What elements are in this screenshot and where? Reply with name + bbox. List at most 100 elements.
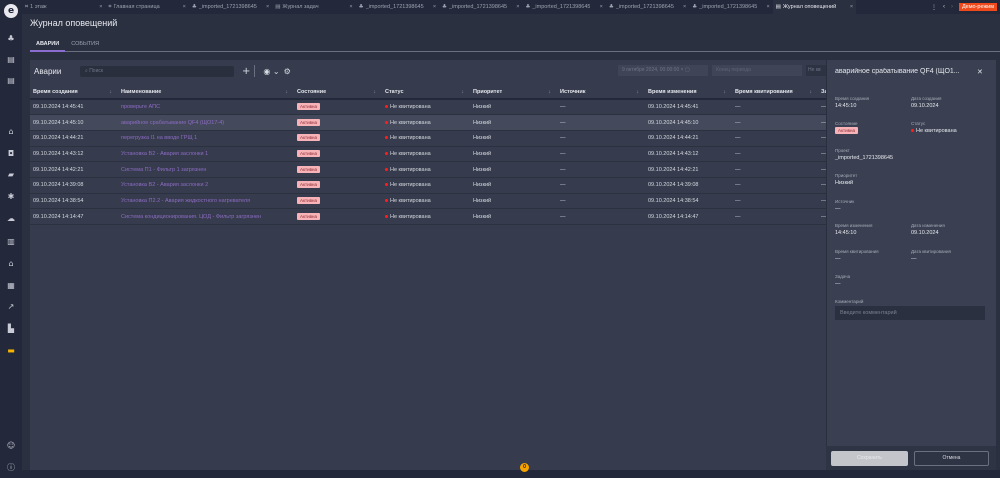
sort-icon[interactable]: ↓ <box>636 88 639 95</box>
close-tab-icon[interactable]: × <box>266 4 270 10</box>
date-to-input[interactable]: Конец периода <box>712 65 802 76</box>
notification-count-badge[interactable]: 0 <box>520 463 529 472</box>
table-cell: — <box>557 114 645 131</box>
label: Проект <box>835 148 850 153</box>
column-label: Наименование <box>121 88 162 95</box>
column-header[interactable]: Источник ↓ <box>557 85 645 100</box>
column-header[interactable]: Статус ↓ <box>382 85 470 100</box>
column-header[interactable]: Наименование ↓ <box>118 85 294 100</box>
tab-alarms[interactable]: АВАРИИ <box>30 40 66 52</box>
table-cell: — <box>732 130 818 147</box>
table-row[interactable]: 09.10.2024 14:39:08 Установка В2 - Авария… <box>30 177 826 194</box>
close-tab-icon[interactable]: × <box>432 4 437 10</box>
column-header[interactable]: Время изменения ↓ <box>645 85 732 100</box>
column-label: Приоритет <box>473 88 503 95</box>
status-text: Не квитирована <box>390 150 431 157</box>
ack-filter-select[interactable]: Не кв <box>806 65 826 76</box>
close-tab-icon[interactable]: × <box>683 4 687 10</box>
table-row[interactable]: 09.10.2024 14:44:21 перегрузка I1 на ввод… <box>30 130 826 147</box>
column-header[interactable]: Время создания ↓ <box>30 85 118 100</box>
close-tab-icon[interactable]: × <box>516 4 520 10</box>
settings-icon[interactable]: ⚙ <box>283 66 291 76</box>
column-header[interactable]: Состояние ↓ <box>294 85 382 100</box>
status-dot-icon <box>385 167 388 171</box>
status-dot-icon <box>385 105 388 109</box>
table-row[interactable]: 09.10.2024 14:14:47 Система кондициониров… <box>30 208 826 225</box>
sort-icon[interactable]: ↓ <box>461 88 464 95</box>
filter-menu-button[interactable]: ◉ ⌄ <box>263 66 280 76</box>
tab-6[interactable]: ♣ _imported_1721398645 × <box>522 0 605 14</box>
table-cell: Низкий <box>470 208 557 225</box>
save-button[interactable]: Сохранить <box>831 451 908 466</box>
sort-icon[interactable]: ↓ <box>285 88 288 95</box>
cloud-icon[interactable]: ☁ <box>7 214 15 223</box>
info-icon[interactable]: ⓘ <box>7 463 15 472</box>
sort-icon[interactable]: ↓ <box>548 88 551 95</box>
date-from-input[interactable]: 9 октября 2024, 00:00:00 × ▢ <box>618 65 708 76</box>
user-icon[interactable]: ☺ <box>6 441 16 450</box>
close-tab-icon[interactable]: × <box>599 4 603 10</box>
tab-label: _imported_1721398645 <box>615 4 674 10</box>
sort-icon[interactable]: ↓ <box>809 88 812 95</box>
detail-title: аварийное срабатывание QF4 (ЩО1... <box>835 68 960 75</box>
mod-time: 14:45:10 <box>835 230 857 236</box>
column-label: За <box>821 88 826 95</box>
close-tab-icon[interactable]: × <box>766 4 770 10</box>
bank-icon[interactable]: ⌂ <box>8 127 14 136</box>
column-header[interactable]: За <box>818 85 826 100</box>
close-tab-icon[interactable]: × <box>349 4 353 10</box>
chevron-right-icon[interactable]: › <box>950 4 953 10</box>
tab-1[interactable]: ⌗ Главная страница × <box>105 0 188 14</box>
chevron-left-icon[interactable]: ‹ <box>942 4 945 10</box>
home-icon[interactable]: ⌂ <box>8 259 14 268</box>
table-row[interactable]: 09.10.2024 14:38:54 Установка П2.2 - Авар… <box>30 193 826 210</box>
tab-label: Журнал задач <box>282 4 319 10</box>
tab-events[interactable]: СОБЫТИЯ <box>71 41 100 47</box>
close-icon[interactable]: ✕ <box>977 69 983 76</box>
sort-icon[interactable]: ↓ <box>109 88 112 95</box>
cancel-button[interactable]: Отмена <box>914 451 989 466</box>
label: Статус <box>911 121 926 126</box>
folder-icon[interactable]: ▬ <box>7 346 15 355</box>
tab-9[interactable]: ▤ Журнал оповещений × <box>772 0 857 14</box>
car-icon[interactable]: ▰ <box>7 170 15 179</box>
tab-4[interactable]: ♣ _imported_1721398645 × <box>356 0 439 14</box>
tab-7[interactable]: ♣ _imported_1721398645 × <box>606 0 689 14</box>
table-row[interactable]: 09.10.2024 14:42:21 Система П1 - Фильтр 1… <box>30 161 826 178</box>
tab-2[interactable]: ♣ _imported_1721398645 × <box>189 0 272 14</box>
column-header[interactable]: Время квитирования ↓ <box>732 85 818 100</box>
project: _imported_1721398645 <box>835 155 894 161</box>
search-input[interactable]: ⌕ Поиск <box>80 65 234 77</box>
close-tab-icon[interactable]: × <box>849 4 854 10</box>
table-cell: Низкий <box>470 99 557 116</box>
label: Задача <box>835 274 851 279</box>
fan-icon[interactable]: ✱ <box>7 192 15 201</box>
created-date: 09.10.2024 <box>911 103 939 109</box>
add-button[interactable]: + <box>242 65 251 77</box>
table-cell: Установка В2 - Авария заслонки 1 <box>118 146 294 163</box>
tab-0[interactable]: ⌗ 1 этаж × <box>22 0 105 14</box>
logo-icon[interactable]: e <box>4 4 18 18</box>
table-row[interactable]: 09.10.2024 14:43:12 Установка В2 - Авария… <box>30 146 826 163</box>
building-icon[interactable]: ▥ <box>7 237 15 246</box>
document-icon[interactable]: ▤ <box>7 76 15 85</box>
comment-input[interactable]: Введите комментарий <box>835 306 985 320</box>
tab-3[interactable]: ▤ Журнал задач × <box>272 0 355 14</box>
factory-icon[interactable]: ▙ <box>7 324 15 333</box>
close-tab-icon[interactable]: × <box>182 4 186 10</box>
document-icon[interactable]: ▤ <box>7 55 15 64</box>
grid-icon[interactable]: ▦ <box>7 281 15 290</box>
sort-icon[interactable]: ↓ <box>723 88 726 95</box>
camera-icon[interactable]: ◘ <box>7 149 15 158</box>
more-icon[interactable]: ⋮ <box>930 4 937 11</box>
hierarchy-icon[interactable]: ♣ <box>7 34 15 43</box>
chart-icon[interactable]: ↗ <box>7 302 15 311</box>
close-tab-icon[interactable]: × <box>99 4 103 10</box>
sort-icon[interactable]: ↓ <box>373 88 376 95</box>
tab-5[interactable]: ♣ _imported_1721398645 × <box>439 0 522 14</box>
column-header[interactable]: Приоритет ↓ <box>470 85 557 100</box>
table-row[interactable]: 09.10.2024 14:45:41 проверьте АПС Активна Н… <box>30 99 826 116</box>
tab-8[interactable]: ♣ _imported_1721398645 × <box>689 0 772 14</box>
table-cell: Активна <box>294 161 382 178</box>
table-row[interactable]: 09.10.2024 14:45:10 аварийное срабатывани… <box>30 114 826 131</box>
